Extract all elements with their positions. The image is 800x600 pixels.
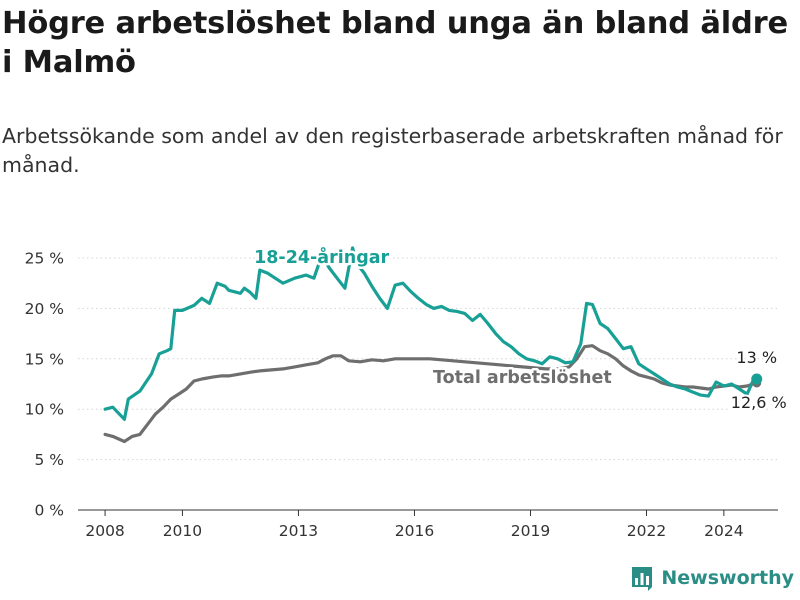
end-label-total: 12,6 % — [731, 393, 787, 412]
brand-name: Newsworthy — [661, 567, 794, 589]
newsworthy-logo: Newsworthy — [630, 564, 794, 592]
x-tick-label: 2013 — [279, 522, 318, 540]
x-tick-label: 2010 — [163, 522, 202, 540]
y-tick-label: 20 % — [25, 300, 64, 318]
x-tick-label: 2024 — [704, 522, 743, 540]
x-tick-label: 2022 — [627, 522, 666, 540]
y-tick-label: 0 % — [34, 502, 64, 520]
y-tick-label: 10 % — [25, 401, 64, 419]
end-label-youth: 13 % — [736, 348, 777, 367]
y-tick-label: 15 % — [25, 350, 64, 368]
series-line-total — [103, 344, 759, 444]
x-tick-label: 2016 — [395, 522, 434, 540]
series-label-total: Total arbetslöshet — [433, 368, 612, 388]
y-tick-label: 25 % — [25, 250, 64, 268]
series-line-youth — [103, 246, 759, 421]
chart-title: Högre arbetslöshet bland unga än bland ä… — [2, 6, 788, 80]
x-tick-label: 2019 — [511, 522, 550, 540]
series-label-youth: 18-24-åringar — [254, 246, 389, 268]
end-point-youth — [751, 373, 763, 385]
chart-subtitle: Arbetssökande som andel av den registerb… — [2, 124, 783, 177]
y-tick-label: 5 % — [34, 451, 64, 469]
newsworthy-bar-chart-icon — [632, 567, 653, 591]
x-tick-label: 2008 — [85, 522, 124, 540]
